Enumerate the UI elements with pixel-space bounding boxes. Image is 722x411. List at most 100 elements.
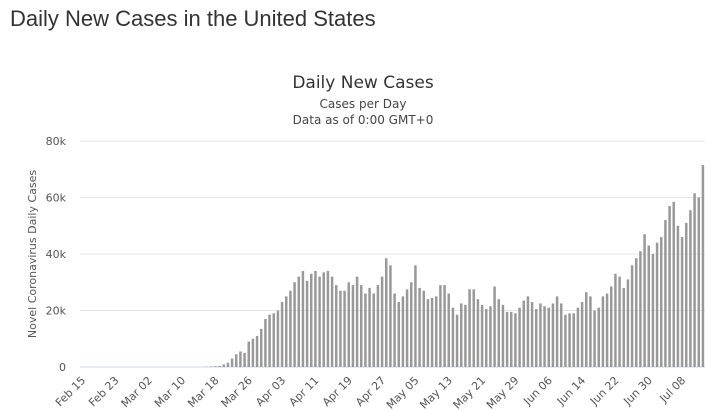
- bar[interactable]: [226, 362, 230, 367]
- bar[interactable]: [535, 309, 538, 367]
- bar[interactable]: [410, 282, 413, 367]
- bar[interactable]: [476, 299, 480, 367]
- bar[interactable]: [460, 303, 463, 367]
- bar[interactable]: [430, 297, 434, 367]
- bar[interactable]: [439, 285, 442, 367]
- bar[interactable]: [447, 293, 451, 367]
- bar[interactable]: [239, 351, 242, 367]
- bar[interactable]: [443, 285, 446, 367]
- bar[interactable]: [330, 276, 334, 367]
- bar[interactable]: [272, 313, 276, 367]
- bar[interactable]: [580, 302, 584, 367]
- bar[interactable]: [647, 245, 651, 367]
- bar[interactable]: [268, 314, 271, 367]
- bar[interactable]: [601, 296, 605, 368]
- bar[interactable]: [689, 210, 692, 367]
- bar[interactable]: [605, 293, 609, 367]
- bar[interactable]: [551, 303, 555, 367]
- bar[interactable]: [235, 354, 238, 367]
- bar[interactable]: [335, 285, 338, 367]
- bar[interactable]: [697, 197, 701, 368]
- bar[interactable]: [510, 311, 513, 367]
- bar[interactable]: [543, 306, 546, 367]
- bar[interactable]: [314, 270, 317, 367]
- bar[interactable]: [214, 366, 217, 367]
- bar[interactable]: [635, 258, 638, 367]
- bar[interactable]: [664, 220, 667, 367]
- bar[interactable]: [597, 307, 601, 367]
- bar[interactable]: [693, 193, 696, 367]
- bar[interactable]: [418, 287, 421, 367]
- bar[interactable]: [247, 341, 251, 367]
- bar[interactable]: [655, 242, 659, 367]
- bar[interactable]: [393, 293, 396, 367]
- bar[interactable]: [389, 265, 392, 367]
- bar[interactable]: [318, 276, 321, 367]
- bar[interactable]: [385, 258, 388, 367]
- bar[interactable]: [451, 307, 455, 367]
- bar[interactable]: [672, 201, 676, 367]
- bar[interactable]: [639, 251, 642, 367]
- bar[interactable]: [560, 303, 563, 367]
- bar[interactable]: [301, 270, 305, 367]
- bar[interactable]: [360, 285, 363, 367]
- bar[interactable]: [472, 289, 476, 367]
- bar[interactable]: [326, 270, 330, 367]
- bar[interactable]: [322, 272, 326, 367]
- bar[interactable]: [526, 296, 530, 368]
- bar[interactable]: [593, 310, 596, 368]
- bar[interactable]: [614, 273, 617, 367]
- bar[interactable]: [589, 296, 592, 368]
- bar[interactable]: [497, 299, 501, 367]
- bar[interactable]: [480, 304, 484, 367]
- bar[interactable]: [230, 358, 234, 367]
- bar[interactable]: [376, 285, 380, 367]
- bar[interactable]: [530, 302, 534, 367]
- bar[interactable]: [276, 310, 280, 368]
- bar[interactable]: [305, 280, 309, 367]
- bar[interactable]: [518, 307, 521, 367]
- bar[interactable]: [210, 366, 213, 367]
- bar[interactable]: [514, 313, 517, 367]
- bar[interactable]: [310, 273, 313, 367]
- bar[interactable]: [380, 276, 384, 367]
- bar[interactable]: [293, 282, 296, 367]
- bar[interactable]: [680, 237, 684, 367]
- bar[interactable]: [414, 265, 417, 367]
- bar[interactable]: [676, 225, 680, 367]
- bar[interactable]: [401, 296, 405, 368]
- bar[interactable]: [576, 307, 580, 367]
- bar[interactable]: [347, 282, 351, 367]
- bar[interactable]: [285, 296, 288, 368]
- bar[interactable]: [572, 313, 576, 367]
- bar[interactable]: [289, 290, 292, 367]
- bar[interactable]: [364, 293, 367, 367]
- bar[interactable]: [547, 307, 551, 367]
- bar[interactable]: [501, 304, 505, 367]
- bar[interactable]: [622, 287, 626, 367]
- bar[interactable]: [264, 318, 267, 367]
- bar[interactable]: [522, 300, 526, 367]
- bar[interactable]: [626, 279, 630, 367]
- bar[interactable]: [339, 290, 342, 367]
- bar[interactable]: [355, 276, 359, 367]
- bar[interactable]: [351, 285, 355, 367]
- bar[interactable]: [610, 286, 613, 367]
- bar[interactable]: [243, 352, 246, 368]
- bar[interactable]: [668, 205, 671, 367]
- bar[interactable]: [297, 276, 301, 367]
- bar[interactable]: [260, 328, 263, 367]
- bar[interactable]: [435, 296, 438, 368]
- bar[interactable]: [493, 286, 496, 367]
- bar[interactable]: [585, 292, 588, 367]
- bar[interactable]: [251, 338, 255, 367]
- bar[interactable]: [222, 364, 226, 367]
- bar[interactable]: [489, 306, 492, 367]
- bar[interactable]: [280, 302, 284, 367]
- bar[interactable]: [630, 265, 634, 367]
- bar[interactable]: [539, 303, 542, 367]
- bar[interactable]: [422, 290, 426, 367]
- bar[interactable]: [397, 302, 401, 367]
- bar[interactable]: [555, 296, 559, 368]
- bar[interactable]: [651, 254, 655, 367]
